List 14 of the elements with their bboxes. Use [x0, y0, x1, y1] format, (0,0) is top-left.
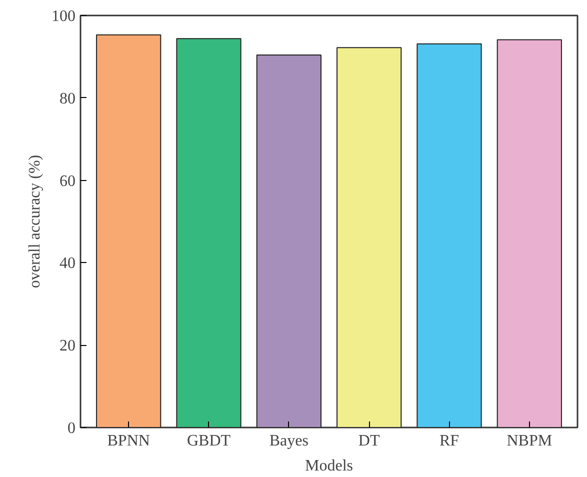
y-tick-label: 0 [68, 420, 76, 437]
y-tick-label: 60 [60, 172, 76, 190]
x-tick-label: RF [439, 432, 460, 450]
y-axis-title: overall accuracy (%) [26, 154, 44, 288]
y-tick-label: 40 [60, 255, 76, 272]
x-axis-title: Models [305, 458, 353, 474]
x-tick-label: DT [358, 432, 380, 450]
y-tick-label: 80 [60, 90, 76, 108]
x-tick-label: Bayes [269, 432, 308, 450]
x-tick-label: NBPM [506, 432, 552, 450]
y-tick-label: 20 [60, 338, 76, 355]
x-tick-label: GBDT [186, 432, 231, 450]
x-tick-label: BPNN [107, 432, 150, 450]
y-tick-label: 100 [52, 8, 76, 25]
